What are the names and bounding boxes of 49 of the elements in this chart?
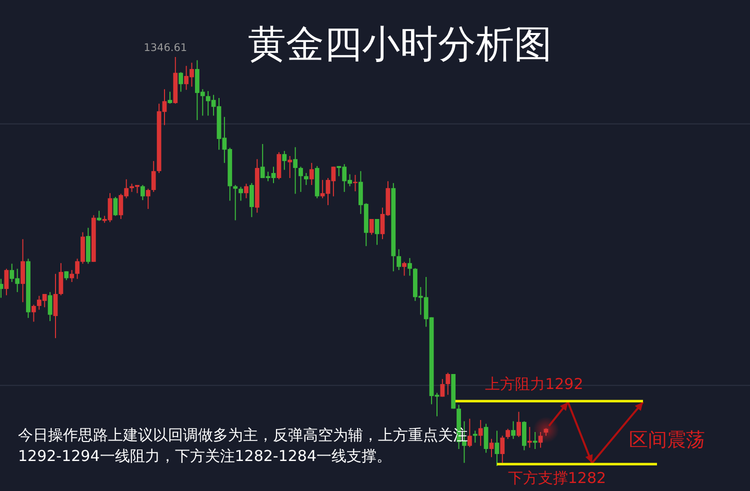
candlestick (4, 268, 9, 296)
candlestick (446, 372, 450, 396)
candlestick (484, 423, 488, 454)
candlestick (146, 188, 150, 210)
candlestick (408, 258, 412, 276)
candlestick (472, 430, 478, 444)
text: 区间震荡 (629, 429, 705, 451)
candlestick (298, 166, 303, 192)
candlestick (48, 292, 52, 322)
candlestick (70, 270, 74, 283)
candlestick (506, 428, 510, 440)
candlestick (288, 155, 292, 179)
candlestick (516, 411, 521, 438)
candlestick (478, 420, 483, 446)
candlestick (489, 438, 494, 458)
candlestick (96, 210, 102, 222)
candlestick (178, 72, 184, 92)
candlestick (276, 152, 282, 180)
candlestick (500, 435, 505, 464)
candlestick (468, 418, 472, 448)
candlestick (0, 278, 4, 298)
ref-line-label: 上方阻力1292 (485, 375, 584, 394)
candlestick (244, 183, 248, 199)
candlestick (304, 172, 308, 186)
candlestick (53, 273, 58, 339)
text: 1346.61 (144, 42, 188, 54)
candlestick (511, 420, 516, 440)
candlestick (32, 304, 36, 322)
candlestick (309, 162, 314, 186)
candlestick (238, 186, 243, 202)
candlestick (440, 378, 445, 398)
candlestick (494, 430, 500, 466)
ref-line-label: 下方支撑1282 (508, 469, 606, 488)
candlestick (522, 420, 526, 451)
candlestick (369, 218, 374, 236)
candlestick (396, 248, 402, 271)
candlestick (20, 238, 25, 303)
candlestick (374, 218, 380, 246)
candlestick (151, 160, 156, 192)
candlestick (293, 146, 298, 194)
candlestick (250, 182, 254, 218)
chart-title: 黄金四小时分析图 (248, 22, 552, 66)
candlestick (58, 262, 64, 296)
candlestick (233, 184, 238, 221)
candlestick (282, 150, 287, 170)
candlestick (113, 196, 118, 216)
candlestick (140, 184, 145, 201)
candlestick (402, 261, 406, 276)
candlestick (538, 431, 543, 448)
